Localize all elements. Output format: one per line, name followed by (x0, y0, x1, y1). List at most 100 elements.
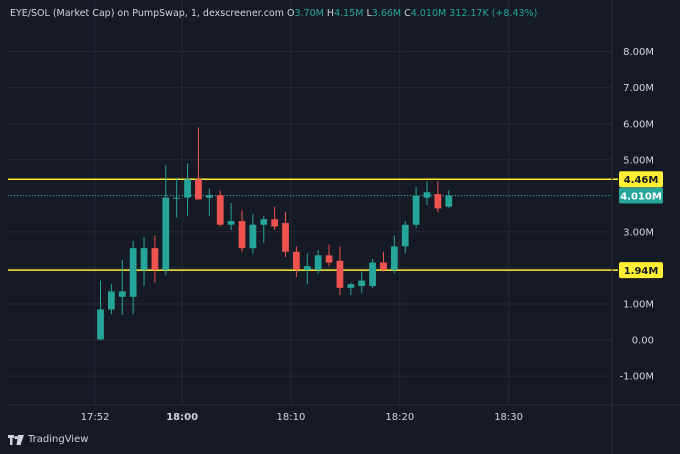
ohlc-legend: EYE/SOL (Market Cap) on PumpSwap, 1, dex… (10, 8, 537, 19)
level-price-tag-bg (619, 171, 663, 188)
candle-up (249, 213, 257, 254)
candle-up (108, 284, 115, 315)
candle-up (314, 249, 322, 274)
last-price-tag: 4.010M (619, 187, 663, 204)
axes: -1.00M0.001.00M2.00M3.00M4.00M5.00M6.00M… (8, 0, 680, 454)
candle-body (271, 219, 279, 227)
candle-body (412, 195, 420, 225)
level-price-tag-text: 4.46M (624, 175, 659, 186)
candle-body (282, 222, 289, 252)
time-tick-label: 18:30 (494, 412, 523, 423)
candle-up (129, 240, 137, 315)
price-tick-label: -1.00M (619, 372, 654, 383)
horizontal-levels (8, 178, 618, 271)
candle-down (434, 181, 442, 213)
candle-up (260, 215, 268, 243)
candle-down (195, 127, 202, 200)
tradingview-logo[interactable]: TradingView (8, 434, 88, 445)
candle-body (314, 255, 322, 270)
candle-down (380, 251, 387, 272)
high-label: H (326, 8, 335, 19)
candle-body (205, 195, 213, 198)
candle-down (271, 206, 279, 231)
candle-up (390, 235, 398, 274)
candle-body (97, 309, 104, 340)
candle-body (336, 260, 344, 288)
price-tick-label: 5.00M (623, 155, 654, 166)
open-label: O (287, 8, 295, 19)
candle-down (293, 246, 300, 277)
candle-body (445, 195, 453, 207)
candle-body (216, 195, 224, 225)
candle-body (195, 179, 202, 200)
candle-up (205, 188, 213, 216)
candle-up (358, 271, 366, 294)
candle-body (303, 266, 311, 270)
candle-up (303, 253, 311, 285)
candles (97, 127, 453, 341)
candle-up (184, 163, 191, 216)
candle-body (227, 221, 235, 225)
level-price-tag-text: 1.94M (624, 266, 659, 277)
candle-up (445, 190, 453, 209)
tradingview-wordmark: TradingView (28, 434, 89, 445)
candle-body (434, 194, 442, 209)
change-value: 312.17K (+8.43%) (449, 8, 538, 19)
last-price-tag-text: 4.010M (620, 191, 662, 202)
candle-up (347, 282, 355, 296)
price-tick-label: 8.00M (623, 47, 654, 58)
candle-down (336, 246, 344, 296)
candle-body (390, 246, 398, 270)
candle-body (140, 248, 148, 270)
close-label: C (404, 8, 411, 19)
candle-body (423, 192, 431, 198)
tradingview-icon (8, 434, 24, 445)
candle-body (249, 224, 257, 249)
price-tick-label: 0.00 (632, 336, 654, 347)
low-value: 3.66M (371, 8, 402, 19)
candle-up (118, 260, 126, 315)
grid (8, 0, 612, 405)
candle-up (140, 237, 148, 287)
price-tick-label: 6.00M (623, 119, 654, 130)
price-tick-label: 7.00M (623, 83, 654, 94)
price-tick-label: 1.00M (623, 300, 654, 311)
candle-body (108, 291, 115, 310)
high-value: 4.15M (334, 8, 364, 19)
candle-body (118, 291, 126, 297)
candle-body (151, 248, 159, 270)
candle-up (227, 203, 235, 231)
low-label: L (366, 8, 372, 19)
symbol-title: EYE/SOL (Market Cap) on PumpSwap, 1, dex… (10, 8, 285, 19)
time-tick-label: 17:52 (81, 412, 110, 423)
candle-up (369, 258, 376, 288)
price-tick-label: 3.00M (623, 227, 654, 238)
level-price-tag-bg (619, 262, 663, 279)
candle-body (293, 251, 300, 270)
candle-up (412, 186, 420, 229)
candle-body (325, 255, 333, 263)
time-tick-label: 18:20 (385, 412, 414, 423)
candle-body (238, 221, 246, 249)
candle-body (129, 248, 137, 297)
candle-body (401, 224, 409, 247)
level-price-tag: 4.46M (619, 171, 663, 188)
candle-body (260, 219, 268, 225)
candle-up (401, 221, 409, 254)
candle-body (173, 197, 181, 199)
candle-down (216, 190, 224, 227)
candle-up (423, 181, 431, 205)
candle-body (358, 280, 366, 287)
candle-up (97, 280, 104, 341)
time-tick-label: 18:00 (166, 412, 198, 423)
candle-down (238, 210, 246, 252)
candle-down (282, 212, 289, 258)
level-price-tag: 1.94M (619, 262, 663, 279)
candle-down (325, 244, 333, 267)
candle-down (151, 235, 159, 283)
candle-body (162, 197, 170, 270)
time-tick-label: 18:10 (277, 412, 306, 423)
candle-up (173, 177, 181, 218)
